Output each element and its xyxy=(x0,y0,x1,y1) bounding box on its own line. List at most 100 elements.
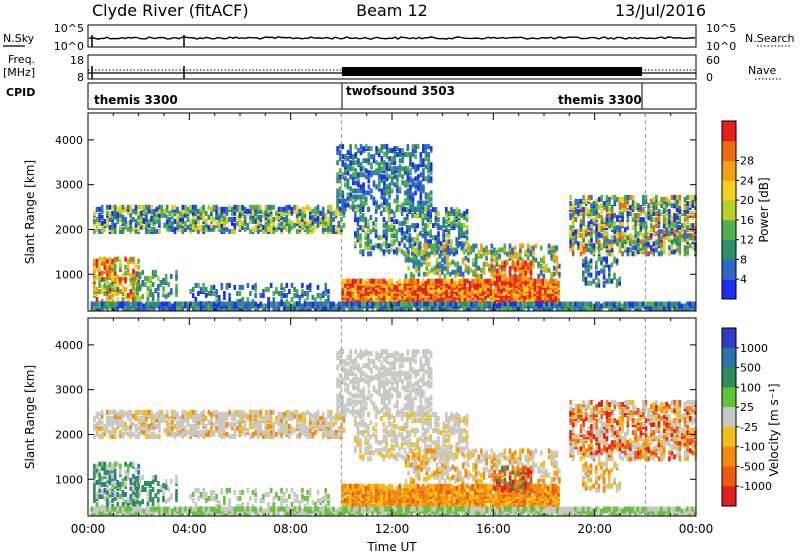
power-cell xyxy=(539,269,543,275)
power-cell xyxy=(349,160,352,166)
power-cell xyxy=(371,301,374,307)
power-cell xyxy=(526,243,530,249)
power-cell xyxy=(359,184,363,190)
power-cell xyxy=(438,267,442,273)
power-cell xyxy=(582,194,585,200)
power-cell xyxy=(132,293,135,298)
velocity-cell xyxy=(119,429,122,435)
power-cell xyxy=(545,301,549,307)
power-cell xyxy=(116,291,120,296)
power-cell xyxy=(475,301,478,307)
power-cell xyxy=(465,247,469,253)
velocity-cell xyxy=(121,409,125,415)
velocity-cell xyxy=(124,421,127,427)
power-cell xyxy=(458,233,461,239)
power-cell xyxy=(495,249,499,255)
power-cell xyxy=(285,224,289,230)
power-cell xyxy=(385,221,388,227)
power-cell xyxy=(433,301,437,307)
velocity-cell xyxy=(100,419,104,425)
velocity-cell xyxy=(186,411,190,417)
power-cell xyxy=(359,215,362,221)
power-cell xyxy=(452,219,456,225)
velocity-cell xyxy=(142,429,146,435)
power-cell xyxy=(434,239,438,245)
power-cell xyxy=(501,260,504,266)
power-cell xyxy=(472,243,475,249)
power-cell xyxy=(398,186,402,192)
power-cell xyxy=(417,259,421,265)
power-cell xyxy=(433,243,436,249)
power-cell xyxy=(269,282,273,288)
power-cell xyxy=(212,284,216,290)
power-cell xyxy=(385,144,389,150)
power-cell xyxy=(600,215,604,221)
power-cell xyxy=(359,144,363,150)
power-cell xyxy=(508,266,512,272)
power-cell xyxy=(634,225,637,231)
power-cell xyxy=(385,280,389,286)
power-cell xyxy=(264,287,268,292)
velocity-cell xyxy=(139,421,143,427)
power-cell xyxy=(600,268,603,274)
power-cell xyxy=(610,235,614,241)
power-cell xyxy=(579,198,583,204)
power-cell xyxy=(382,241,386,247)
power-cell xyxy=(259,204,263,210)
power-cell xyxy=(459,301,463,307)
power-cell xyxy=(472,269,475,275)
power-cell xyxy=(341,160,345,166)
power-cell xyxy=(485,245,488,251)
power-cell xyxy=(403,298,407,304)
power-cell xyxy=(361,213,365,218)
nsky-panel: N.Sky 10^5 10^0 10^5 10^0 N.Search xyxy=(3,22,795,53)
power-cell xyxy=(629,251,632,257)
power-cell xyxy=(251,284,255,290)
power-cell xyxy=(419,209,422,214)
ytick-label: 4000 xyxy=(55,134,83,147)
power-cell xyxy=(422,255,426,261)
power-cell xyxy=(623,227,627,233)
power-cell xyxy=(571,301,575,307)
power-cell xyxy=(374,243,378,249)
power-cell xyxy=(249,208,252,214)
power-cell xyxy=(427,144,430,150)
power-cell xyxy=(194,204,198,210)
power-cell xyxy=(683,303,686,309)
freq-tick-bottom: 8 xyxy=(77,71,84,84)
power-cell xyxy=(132,268,135,274)
power-cell xyxy=(555,255,559,261)
power-cell xyxy=(608,243,611,249)
power-cell xyxy=(338,174,342,180)
power-cell xyxy=(652,201,656,206)
power-cell xyxy=(422,200,425,206)
power-cell xyxy=(634,221,637,227)
power-cell xyxy=(605,207,609,212)
power-cell xyxy=(683,229,687,235)
power-cell xyxy=(162,278,165,283)
power-cell xyxy=(207,204,211,210)
velocity-cell xyxy=(132,413,135,419)
power-cell xyxy=(181,212,185,218)
power-cell xyxy=(93,264,96,270)
power-cell xyxy=(377,235,380,241)
power-cell xyxy=(531,298,534,304)
power-cell xyxy=(403,217,406,223)
power-cell xyxy=(600,243,604,249)
power-cell xyxy=(452,215,456,221)
power-cell xyxy=(644,198,648,204)
power-cell xyxy=(275,210,278,216)
power-cell xyxy=(487,263,491,269)
power-cell xyxy=(170,274,173,279)
power-cell xyxy=(353,301,356,307)
power-cell xyxy=(137,210,140,216)
power-cell xyxy=(429,209,432,214)
power-cell xyxy=(103,260,107,266)
power-cell xyxy=(644,221,648,227)
power-cell xyxy=(121,291,125,296)
power-cell xyxy=(545,263,548,269)
power-cell xyxy=(116,297,120,302)
power-cell xyxy=(657,215,661,221)
power-cell xyxy=(595,260,598,266)
power-cell xyxy=(390,223,393,229)
